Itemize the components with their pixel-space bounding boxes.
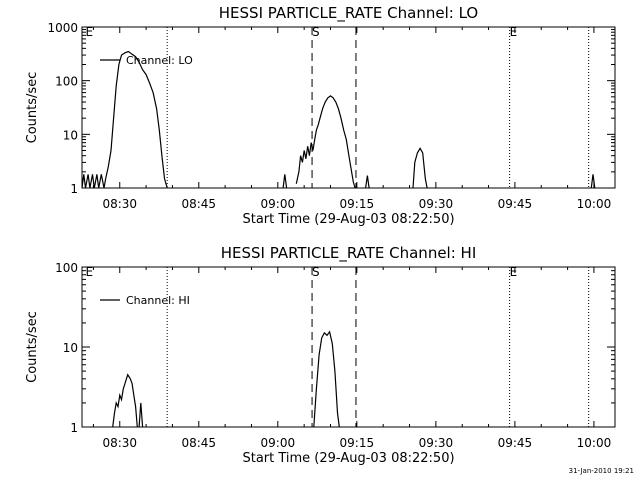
y-tick-label: 1000 bbox=[47, 21, 78, 35]
series-line-1-segment-1 bbox=[112, 373, 138, 428]
y-tick-label: 100 bbox=[55, 261, 78, 275]
x-tick-label: 09:15 bbox=[340, 197, 375, 211]
series-line-1-segment-3 bbox=[313, 330, 340, 428]
x-tick-label: 08:30 bbox=[102, 197, 137, 211]
x-tick-label: 08:45 bbox=[181, 436, 216, 450]
legend-label: Channel: LO bbox=[126, 54, 193, 67]
series-line-1-segment-1 bbox=[81, 50, 168, 189]
x-tick-label: 09:00 bbox=[261, 197, 296, 211]
y-axis-label: Counts/sec bbox=[25, 311, 40, 383]
x-axis-label: Start Time (29-Aug-03 08:22:50) bbox=[242, 212, 454, 227]
y-tick-label: 1 bbox=[70, 182, 78, 196]
x-tick-label: 09:30 bbox=[419, 197, 454, 211]
marker-letter: S bbox=[312, 265, 320, 279]
chart-panel-2: HESSI PARTICLE_RATE Channel: HI 08:30 08:4… bbox=[25, 244, 616, 466]
plot-frame bbox=[81, 266, 616, 428]
legend-label: Channel: HI bbox=[126, 294, 190, 307]
generation-timestamp: 31-Jan-2010 19:21 bbox=[568, 467, 634, 475]
series-line-1-segment-3 bbox=[295, 95, 356, 189]
chart-title: HESSI PARTICLE_RATE Channel: LO bbox=[219, 4, 478, 23]
series-line-1-segment-2 bbox=[282, 174, 288, 189]
marker-letter: S bbox=[312, 25, 320, 39]
x-tick-label: 08:30 bbox=[102, 436, 137, 450]
y-tick-label: 10 bbox=[63, 341, 78, 355]
x-tick-label: 09:00 bbox=[261, 436, 296, 450]
x-tick-label: 10:00 bbox=[577, 197, 612, 211]
x-tick-label: 09:15 bbox=[340, 436, 375, 450]
series-line-1-segment-6 bbox=[590, 174, 596, 189]
marker-letter: E bbox=[86, 25, 94, 39]
x-tick-label: 09:45 bbox=[498, 197, 533, 211]
series-line-1-segment-2 bbox=[138, 402, 144, 428]
y-tick-label: 10 bbox=[63, 128, 78, 142]
y-axis-label: Counts/sec bbox=[25, 72, 40, 144]
x-axis-label: Start Time (29-Aug-03 08:22:50) bbox=[242, 451, 454, 466]
x-tick-label: 08:45 bbox=[181, 197, 216, 211]
x-tick-label: 09:30 bbox=[419, 436, 454, 450]
marker-letter: E bbox=[86, 265, 94, 279]
marker-letter: E bbox=[510, 25, 518, 39]
y-tick-label: 1 bbox=[70, 421, 78, 435]
y-tick-label: 100 bbox=[55, 75, 78, 89]
series-line-1-segment-5 bbox=[412, 147, 428, 189]
series-line-1-segment-4 bbox=[365, 175, 370, 189]
marker-letter: E bbox=[510, 265, 518, 279]
chart-title: HESSI PARTICLE_RATE Channel: HI bbox=[221, 244, 477, 263]
x-tick-label: 09:45 bbox=[498, 436, 533, 450]
chart-panel-1: HESSI PARTICLE_RATE Channel: LO 08:30 08:4… bbox=[25, 4, 616, 227]
plot-frame bbox=[81, 26, 616, 189]
x-tick-label: 10:00 bbox=[577, 436, 612, 450]
